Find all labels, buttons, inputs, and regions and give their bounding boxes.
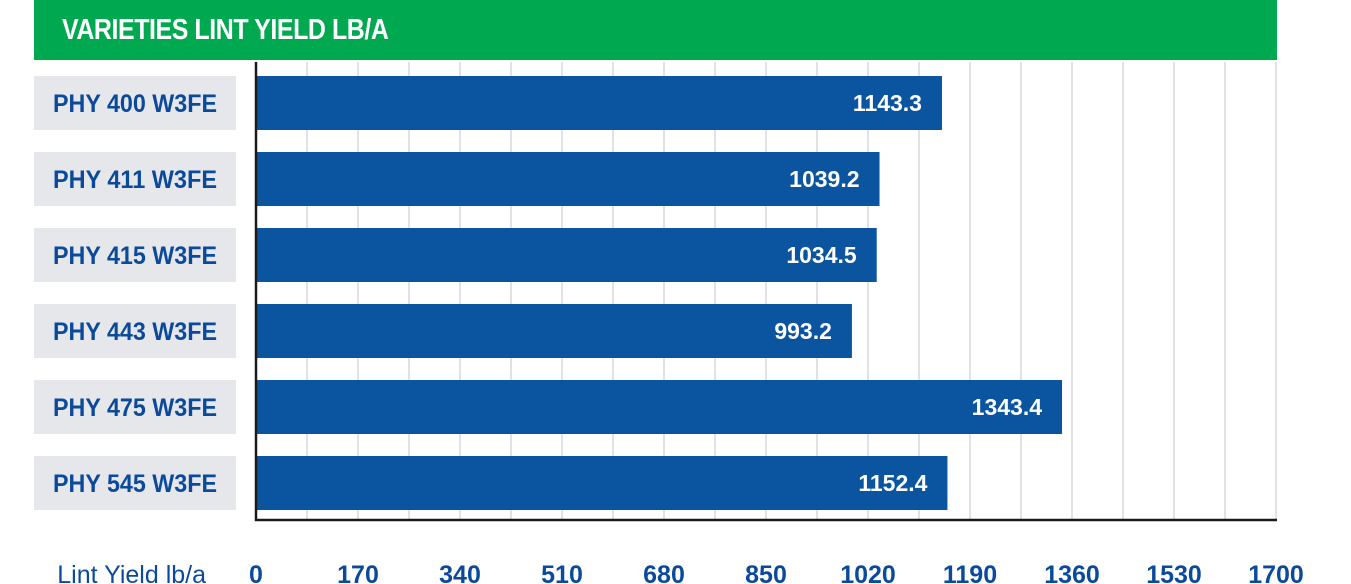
- category-label: PHY 411 W3FE: [53, 166, 217, 194]
- bar: [256, 456, 947, 510]
- category-label: PHY 475 W3FE: [53, 394, 217, 422]
- bar: [256, 76, 942, 130]
- category-label: PHY 415 W3FE: [53, 242, 217, 270]
- bar: [256, 304, 852, 358]
- bar-value-label: 1034.5: [786, 242, 857, 268]
- bar: [256, 152, 880, 206]
- bar-value-label: 1152.4: [858, 470, 927, 496]
- category-label: PHY 443 W3FE: [53, 318, 217, 346]
- x-tick-label: 170: [337, 561, 379, 584]
- bar-layer: 1143.3 1039.2 1034.5 993.2 1343.4 1152.4: [256, 76, 1062, 510]
- x-tick-label: 0: [249, 561, 263, 584]
- bar: [256, 228, 877, 282]
- x-tick-label: 1360: [1044, 561, 1100, 584]
- x-tick-label: 1020: [840, 561, 896, 584]
- bar-value-label: 1039.2: [789, 166, 859, 192]
- bar-value-label: 1143.3: [853, 90, 922, 116]
- x-tick-label: 1530: [1146, 561, 1202, 584]
- x-tick-label: 680: [643, 561, 685, 584]
- x-tick-label: 1700: [1248, 561, 1304, 584]
- category-label: PHY 400 W3FE: [53, 90, 217, 118]
- x-tick-label: 340: [439, 561, 481, 584]
- grid-layer: [307, 62, 1276, 520]
- x-tick-label: 850: [745, 561, 787, 584]
- x-tick-label: 1190: [943, 561, 997, 584]
- bar: [256, 380, 1062, 434]
- bar-value-label: 1343.4: [972, 394, 1043, 420]
- category-label: PHY 545 W3FE: [53, 470, 217, 498]
- bar-value-label: 993.2: [774, 318, 832, 344]
- x-tick-label: 510: [541, 561, 583, 584]
- x-axis-label: Lint Yield lb/a: [57, 561, 206, 584]
- category-label-layer: PHY 400 W3FE PHY 411 W3FE PHY 415 W3FE PHY …: [34, 76, 236, 510]
